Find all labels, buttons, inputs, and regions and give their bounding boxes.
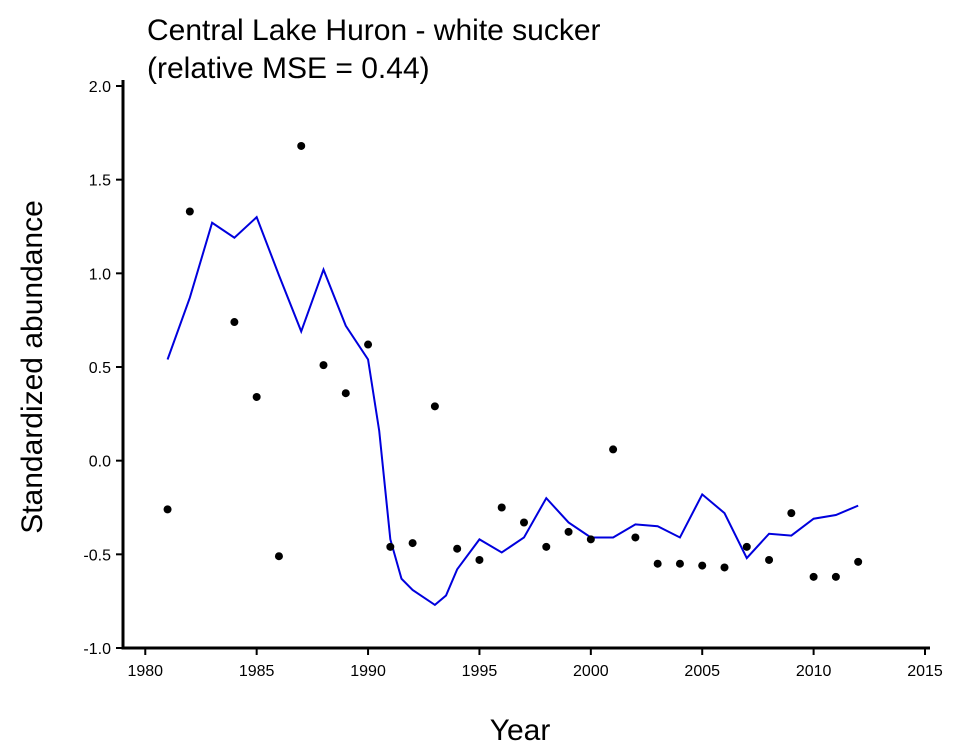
- data-point: [230, 318, 239, 327]
- data-point: [185, 207, 194, 216]
- x-tick-label: 2005: [684, 663, 720, 680]
- data-point: [386, 542, 395, 551]
- data-point: [742, 542, 751, 551]
- data-point: [408, 539, 417, 548]
- data-point: [297, 141, 306, 150]
- data-point: [497, 503, 506, 512]
- data-point: [854, 557, 863, 566]
- chart-title: (relative MSE = 0.44): [147, 52, 430, 85]
- x-tick-label: 2000: [573, 663, 609, 680]
- data-point: [453, 544, 462, 553]
- y-tick-label: 2.0: [89, 79, 111, 96]
- data-point: [765, 555, 774, 564]
- data-point: [520, 518, 528, 527]
- data-point: [364, 340, 373, 349]
- data-point: [720, 563, 729, 572]
- data-point: [341, 389, 350, 398]
- x-tick-label: 1985: [239, 663, 275, 680]
- y-tick-label: 0.5: [89, 360, 111, 377]
- trend-line: [166, 215, 859, 607]
- data-point: [564, 527, 573, 536]
- y-tick-label: 0.0: [89, 454, 111, 471]
- y-tick-label: -0.5: [83, 547, 111, 564]
- data-point: [319, 361, 328, 370]
- data-point: [609, 445, 618, 454]
- data-point: [475, 555, 484, 564]
- data-point: [274, 552, 283, 561]
- x-tick-label: 2010: [796, 663, 832, 680]
- x-tick-label: 1980: [127, 663, 163, 680]
- data-point: [787, 509, 796, 518]
- data-point: [163, 505, 172, 514]
- data-point: [252, 392, 261, 401]
- y-axis-label: Standardized abundance: [16, 200, 49, 534]
- x-tick-label: 1995: [462, 663, 498, 680]
- data-point: [542, 542, 551, 551]
- x-axis-label: Year: [490, 714, 551, 747]
- data-point: [809, 572, 818, 581]
- data-point: [675, 559, 684, 568]
- data-point: [430, 402, 439, 411]
- data-point: [653, 559, 662, 568]
- x-tick-label: 1990: [350, 663, 386, 680]
- y-tick-label: 1.0: [89, 266, 111, 283]
- data-point: [586, 535, 595, 544]
- data-point: [698, 561, 707, 570]
- y-tick-label: -1.0: [83, 641, 111, 658]
- data-point: [631, 533, 640, 542]
- chart-title: Central Lake Huron - white sucker: [147, 14, 601, 47]
- data-point: [831, 572, 840, 581]
- y-tick-label: 1.5: [89, 173, 111, 190]
- x-tick-label: 2015: [907, 663, 943, 680]
